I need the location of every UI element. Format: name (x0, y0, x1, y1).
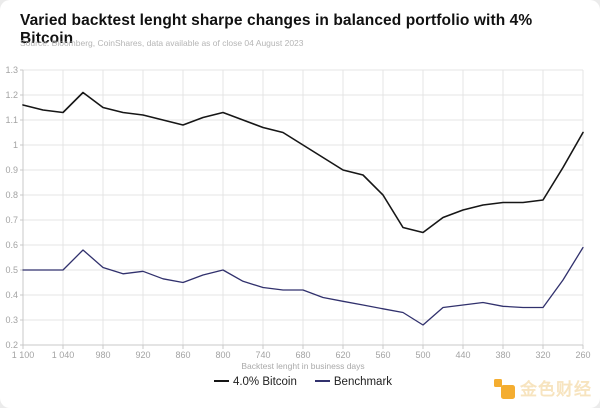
y-tick-label: 1.1 (5, 115, 18, 125)
series-line-4-0-bitcoin (22, 91, 584, 234)
x-tick-label: 980 (95, 350, 110, 360)
chart-title: Varied backtest lenght sharpe changes in… (20, 12, 533, 47)
y-tick-label: 0.2 (5, 340, 18, 350)
x-tick-label: 740 (255, 350, 270, 360)
y-tick-label: 0.8 (5, 190, 18, 200)
y-tick-label: 0.7 (5, 215, 18, 225)
x-tick-label: 500 (415, 350, 430, 360)
legend-label: 4.0% Bitcoin (232, 376, 297, 388)
x-tick-label: 620 (335, 350, 350, 360)
series-line-benchmark (22, 246, 584, 326)
y-tick-label: 0.6 (5, 240, 18, 250)
y-tick-label: 0.5 (5, 265, 18, 275)
y-tick-label: 0.9 (5, 165, 18, 175)
y-tick-label: 1.2 (5, 90, 18, 100)
x-tick-label: 1 100 (12, 350, 35, 360)
x-tick-label: 380 (495, 350, 510, 360)
x-tick-label: 920 (135, 350, 150, 360)
x-tick-label: 800 (215, 350, 230, 360)
legend-item-4-0-bitcoin[interactable]: 4.0% Bitcoin (213, 376, 297, 388)
legend-item-benchmark[interactable]: Benchmark (314, 376, 393, 388)
x-tick-label: 560 (375, 350, 390, 360)
jinse-logo-icon (494, 376, 515, 399)
watermark-text: 金色财经 (520, 380, 592, 399)
y-tick-label: 1.3 (5, 65, 18, 75)
legend-label: Benchmark (333, 376, 393, 388)
chart-source: Source: Bloomberg, CoinShares, data avai… (20, 38, 304, 48)
watermark-logo: 金色财经 (494, 375, 592, 400)
y-tick-label: 0.3 (5, 315, 18, 325)
plot-area: 0.2 0.3 0.4 0.5 0.6 0.7 0.8 0.9 1 1.1 1.2 1.3 1 100 1… (5, 65, 590, 360)
y-tick-label: 1 (13, 140, 18, 150)
x-axis-title: Backtest lenght in business days (241, 361, 365, 371)
x-tick-label: 260 (575, 350, 590, 360)
legend-swatch (213, 379, 229, 382)
x-tick-label: 680 (295, 350, 310, 360)
legend: 4.0% Bitcoin Benchmark (0, 376, 600, 388)
legend-swatch (314, 379, 330, 382)
y-tick-label: 0.4 (5, 290, 18, 300)
x-tick-label: 440 (455, 350, 470, 360)
x-tick-label: 320 (535, 350, 550, 360)
x-tick-label: 1 040 (52, 350, 75, 360)
x-tick-label: 860 (175, 350, 190, 360)
